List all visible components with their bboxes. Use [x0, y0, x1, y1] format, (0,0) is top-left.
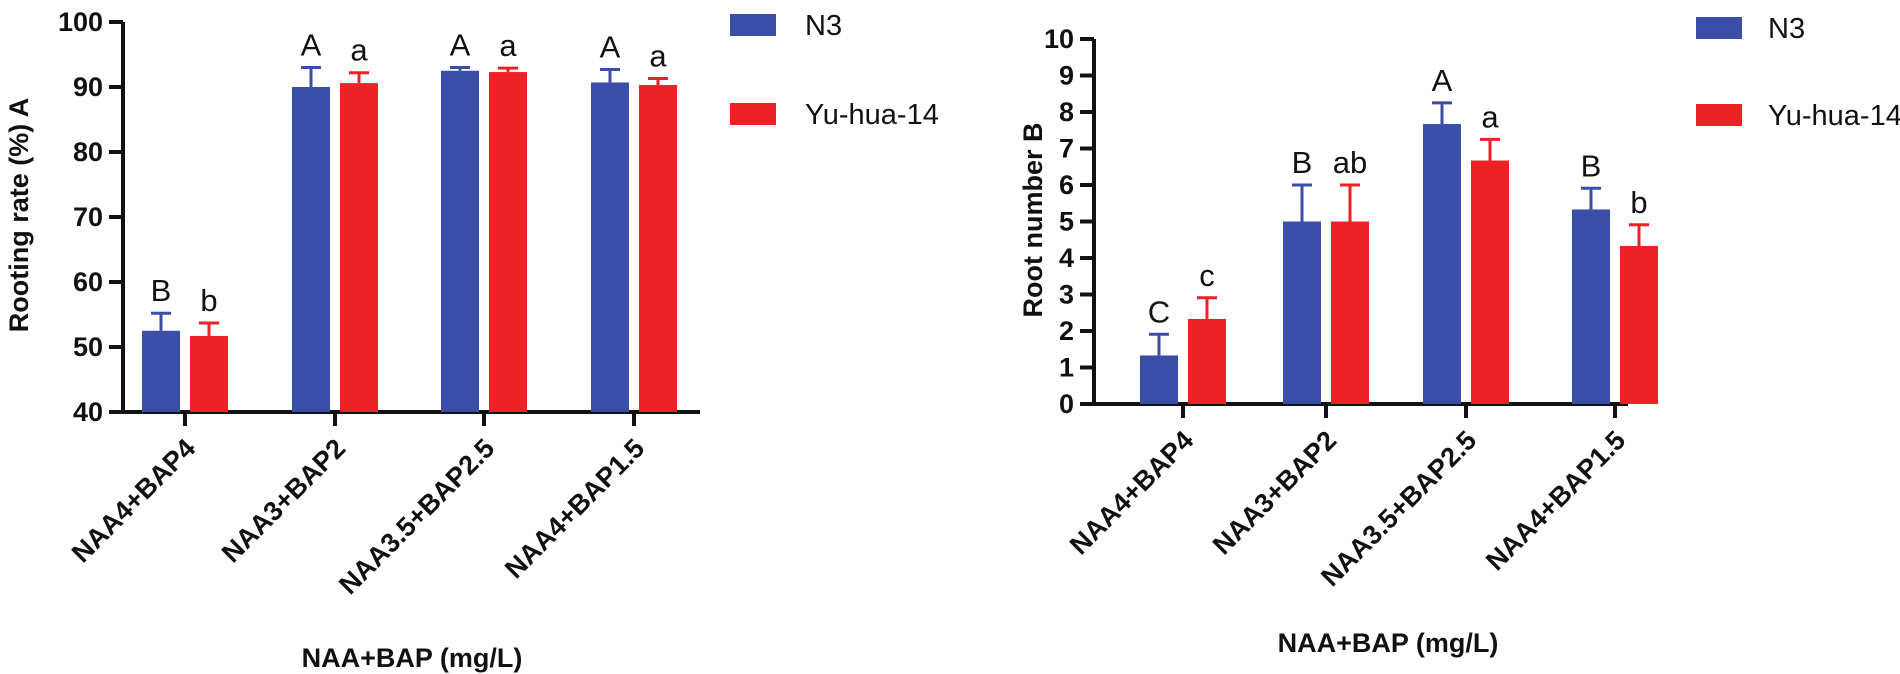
- bar-yu-hua-14: [190, 335, 228, 412]
- bar-yu-hua-14: [639, 85, 677, 413]
- y-tick-label: 70: [73, 202, 103, 232]
- bar-n3: [142, 330, 180, 412]
- x-tick-label: NAA4+BAP4: [66, 433, 201, 568]
- y-tick-label: 4: [1059, 243, 1074, 273]
- legend-swatch-n3: [730, 14, 776, 36]
- bar-yu-hua-14: [1331, 221, 1369, 404]
- y-tick-label: 3: [1059, 280, 1074, 310]
- x-tick-label: NAA4+BAP1.5: [499, 433, 650, 584]
- y-tick-label: 9: [1059, 61, 1074, 91]
- y-tick-label: 60: [73, 267, 103, 297]
- y-tick-label: 90: [73, 72, 103, 102]
- x-axis-title: NAA+BAP (mg/L): [302, 643, 523, 673]
- significance-label: B: [151, 273, 172, 308]
- legend-swatch-yu-hua-14: [730, 103, 776, 125]
- significance-label: A: [301, 28, 322, 63]
- bar-yu-hua-14: [1471, 160, 1509, 404]
- significance-label: a: [649, 39, 667, 74]
- x-tick-label: NAA4+BAP1.5: [1480, 425, 1631, 576]
- y-tick-label: 6: [1059, 170, 1074, 200]
- legend-label-n3: N3: [805, 10, 842, 42]
- significance-label: C: [1148, 294, 1170, 329]
- significance-label: a: [350, 33, 368, 68]
- significance-label: A: [1432, 63, 1453, 98]
- significance-label: B: [1581, 148, 1602, 183]
- bar-yu-hua-14: [340, 83, 378, 412]
- significance-label: B: [1292, 145, 1313, 180]
- legend-swatch-yu-hua-14: [1696, 104, 1742, 126]
- significance-label: A: [450, 28, 471, 63]
- y-axis-title: Rooting rate (%) A: [4, 98, 34, 332]
- x-tick-label: NAA4+BAP4: [1064, 425, 1199, 560]
- bar-n3: [1283, 221, 1321, 404]
- bar-n3: [441, 70, 479, 412]
- legend-swatch-n3: [1696, 17, 1742, 39]
- x-tick-label: NAA3+BAP2: [1207, 425, 1342, 560]
- legend-label-yu-hua-14: Yu-hua-14: [1768, 100, 1900, 132]
- x-tick-label: NAA3+BAP2: [216, 433, 351, 568]
- bar-yu-hua-14: [1620, 245, 1658, 404]
- y-tick-label: 100: [58, 7, 103, 37]
- x-tick-label: NAA3.5+BAP2.5: [333, 433, 500, 600]
- significance-label: A: [600, 29, 621, 64]
- y-tick-label: 80: [73, 137, 103, 167]
- y-tick-label: 5: [1059, 207, 1074, 237]
- significance-label: a: [1481, 99, 1499, 134]
- y-tick-label: 0: [1059, 389, 1074, 419]
- legend-label-n3: N3: [1768, 13, 1805, 45]
- significance-label: c: [1199, 258, 1215, 293]
- bar-n3: [591, 82, 629, 412]
- y-tick-label: 1: [1059, 353, 1074, 383]
- x-tick-label: NAA3.5+BAP2.5: [1315, 425, 1482, 592]
- x-axis-title: NAA+BAP (mg/L): [1278, 628, 1499, 658]
- significance-label: a: [499, 28, 517, 63]
- bar-yu-hua-14: [1188, 318, 1226, 404]
- significance-label: ab: [1333, 145, 1367, 180]
- y-tick-label: 10: [1044, 24, 1074, 54]
- y-tick-label: 40: [73, 397, 103, 427]
- y-tick-label: 2: [1059, 316, 1074, 346]
- significance-label: b: [1630, 185, 1647, 220]
- bar-n3: [1423, 124, 1461, 405]
- y-tick-label: 8: [1059, 97, 1074, 127]
- bar-n3: [1140, 355, 1178, 404]
- bar-yu-hua-14: [489, 72, 527, 413]
- significance-label: b: [200, 283, 217, 318]
- y-axis-title: Root number B: [1018, 123, 1048, 318]
- legend-label-yu-hua-14: Yu-hua-14: [805, 99, 939, 131]
- bar-n3: [1572, 209, 1610, 404]
- y-tick-label: 50: [73, 332, 103, 362]
- chart-panel-a: 40 50 60 70 80 90 100 NAA4+BAP4 B b NAA3+BAP2 A a NAA…: [4, 7, 939, 673]
- bar-n3: [292, 87, 330, 412]
- y-tick-label: 7: [1059, 134, 1074, 164]
